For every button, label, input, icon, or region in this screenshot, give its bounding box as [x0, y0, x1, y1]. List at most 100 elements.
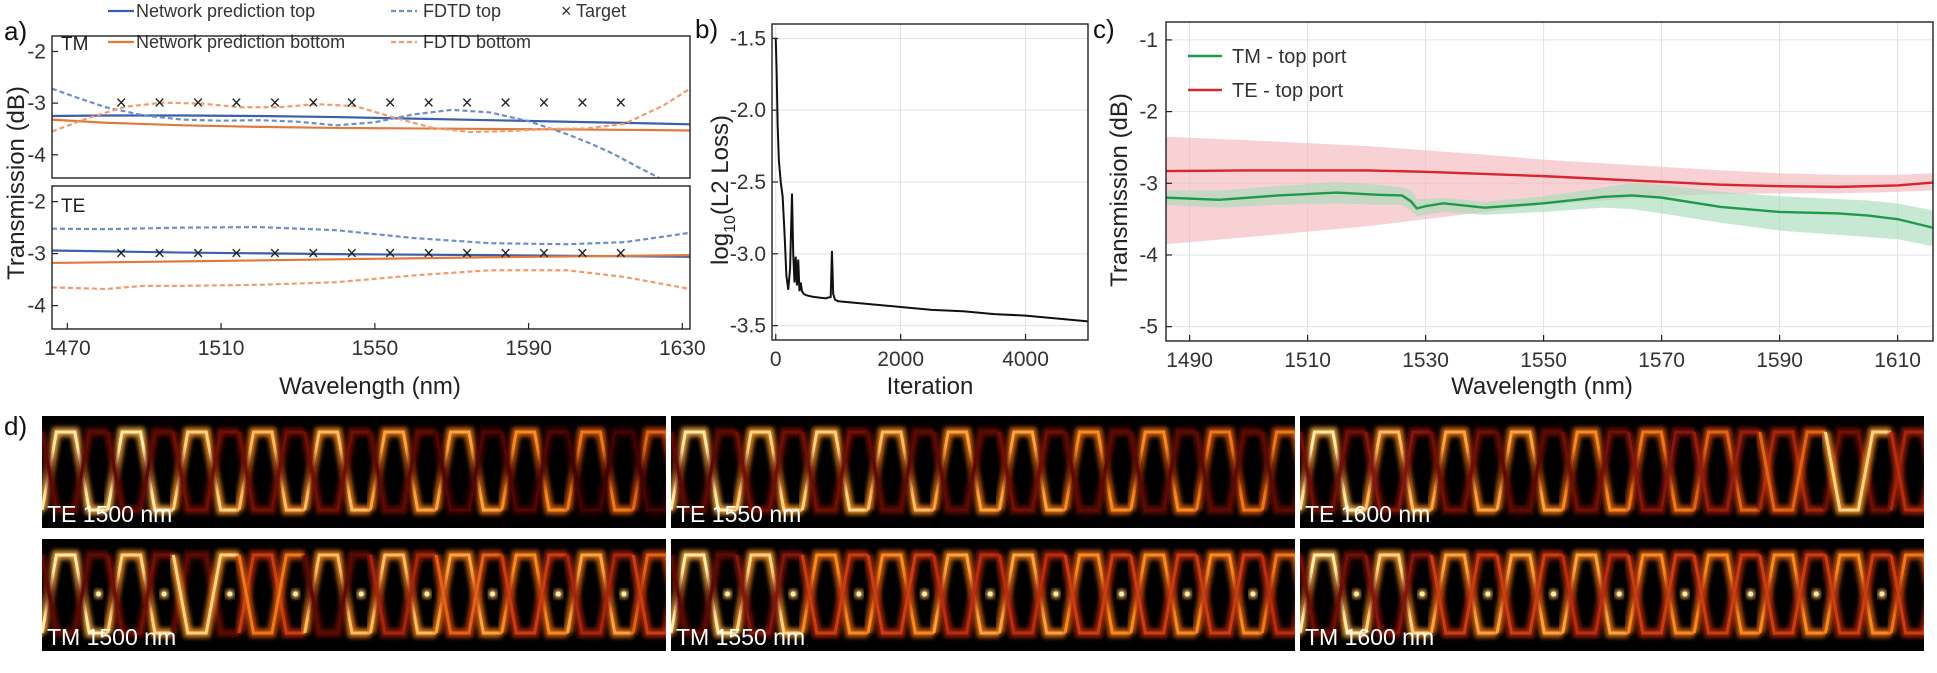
- field-map: TM 1550 nm: [671, 539, 1295, 651]
- chart-c-band-tm---top-port: [1166, 181, 1933, 247]
- waveguide-bottom: [171, 430, 240, 512]
- waveguide-top: [434, 553, 502, 635]
- coupling-hotspot-core: [95, 591, 101, 597]
- chart-a-te-target-marker: ×: [577, 244, 588, 265]
- field-map: TE 1550 nm: [671, 416, 1295, 528]
- coupling-hotspot-core: [987, 591, 993, 597]
- waveguide-bottom: [500, 430, 568, 512]
- waveguide-bottom: [1194, 430, 1263, 512]
- coupling-hotspot-core: [922, 591, 928, 597]
- waveguide-top-glow: [0, 555, 42, 633]
- chart-a-tm-target-marker: ×: [308, 93, 319, 114]
- waveguide-top: [1626, 430, 1695, 512]
- waveguide-top: [42, 430, 108, 512]
- waveguide-top: [434, 430, 502, 512]
- waveguide-bottom: [434, 553, 502, 635]
- chart-a-tm-target-marker: ×: [538, 93, 549, 114]
- chart-c-xtick-label: 1510: [1284, 349, 1331, 372]
- waveguide-top: [106, 553, 174, 635]
- waveguide-top: [368, 430, 437, 512]
- chart-b-xtick-label: 0: [770, 348, 782, 371]
- waveguide-top: [932, 430, 1000, 512]
- panel-label-a: a): [4, 16, 27, 46]
- waveguide-top: [1561, 430, 1629, 512]
- chart-a-tm-series-network-prediction-bottom: [52, 118, 690, 132]
- chart-b-ytick-label: -2.5: [730, 171, 766, 194]
- waveguide-bottom: [1692, 430, 1760, 512]
- waveguide-top: [1300, 553, 1366, 635]
- waveguide-top: [1063, 430, 1131, 512]
- chart-c-ytick-label: -4: [1139, 244, 1158, 267]
- waveguide-bottom: [1429, 553, 1498, 635]
- waveguide-top: [565, 430, 634, 512]
- chart-b-ylabel-rest: (L2 Loss): [707, 115, 734, 215]
- waveguide-bottom: [631, 431, 666, 512]
- chart-a-te-series-network-prediction-bottom: [52, 254, 690, 265]
- chart-a-tm-target-marker: ×: [231, 93, 242, 114]
- chart-b-ytick-label: -3.0: [730, 243, 766, 266]
- waveguide-bottom: [1495, 430, 1563, 512]
- waveguide-bottom: [500, 553, 568, 635]
- coupling-hotspot-core: [856, 591, 862, 597]
- waveguide-bottom: [671, 430, 737, 512]
- field-map: TE 1500 nm: [0, 416, 666, 528]
- legend-fdtd-top-label: FDTD top: [423, 1, 501, 21]
- chart-a-tm-target-marker: ×: [577, 93, 588, 114]
- waveguide-bottom: [106, 430, 174, 512]
- waveguide-top: [1194, 430, 1263, 512]
- waveguide-bottom-glow: [0, 555, 42, 633]
- legend-tm-top-port-label: TM - top port: [1232, 46, 1347, 68]
- legend-net-top-label: Network prediction top: [136, 1, 315, 21]
- waveguide-top: [1129, 553, 1197, 635]
- waveguide-bottom: [106, 553, 174, 635]
- waveguide-bottom: [1823, 553, 1892, 635]
- waveguide-bottom-glow: [0, 432, 42, 510]
- field-map-label: TE 1550 nm: [676, 501, 801, 527]
- waveguide-bottom: [997, 430, 1066, 512]
- chart-a-te-ytick-label: -3: [27, 243, 46, 266]
- waveguide-bottom: [1758, 553, 1826, 635]
- waveguide-bottom: [1626, 553, 1695, 635]
- chart-a-tm: × × × × × × × × × × × × × × -2 -3 -4 TM: [27, 34, 691, 179]
- coupling-hotspot-core: [1119, 591, 1125, 597]
- chart-a-te-series-fdtd-top: [52, 225, 690, 246]
- waveguide-top: [1495, 553, 1563, 635]
- chart-c-xtick-label: 1610: [1874, 349, 1921, 372]
- waveguide-bottom: [671, 553, 737, 635]
- coupling-hotspot-core: [724, 591, 730, 597]
- chart-b-ytick-label: -3.5: [730, 315, 766, 338]
- chart-a-te-frame: [51, 185, 691, 330]
- coupling-hotspot-core: [1250, 591, 1256, 597]
- waveguide-bottom: [1129, 553, 1197, 635]
- waveguide-bottom: [631, 554, 666, 635]
- waveguide-bottom: [1758, 430, 1826, 512]
- legend-c: TM - top port TE - top port: [1188, 46, 1347, 102]
- waveguide-top: [866, 430, 934, 512]
- waveguide-bottom: [237, 430, 305, 512]
- waveguide-top: [800, 430, 869, 512]
- chart-a-te-target-marker: ×: [423, 244, 434, 265]
- waveguide-bottom: [1300, 430, 1366, 512]
- chart-a-te-xtick-label: 1510: [198, 337, 245, 360]
- waveguide-bottom: [800, 553, 869, 635]
- chart-b: 0 2000 4000 -1.5 -2.0 -2.5 -3.0 -3.5: [730, 23, 1089, 371]
- coupling-hotspot-core: [1053, 591, 1059, 597]
- waveguide-bottom: [1561, 430, 1629, 512]
- chart-c-ytick-label: -2: [1139, 101, 1158, 124]
- waveguide-top: [1364, 430, 1432, 512]
- legend-target-marker: ×: [561, 1, 572, 21]
- field-map-label: TE 1600 nm: [1305, 501, 1430, 527]
- panel-label-b: b): [695, 14, 718, 44]
- waveguide-bottom: [1495, 553, 1563, 635]
- legend-te-top-port-label: TE - top port: [1232, 80, 1344, 102]
- chart-c-ytick-label: -1: [1139, 29, 1158, 52]
- legend-net-bottom-label: Network prediction bottom: [136, 32, 345, 52]
- waveguide-bottom: [303, 430, 371, 512]
- waveguide-bottom: [237, 553, 305, 635]
- chart-c-frame: [1165, 21, 1934, 342]
- coupling-hotspot-core: [1682, 591, 1688, 597]
- chart-b-ylabel-sub: 10: [722, 215, 739, 233]
- chart-c-xtick-label: 1550: [1520, 349, 1567, 372]
- waveguide-top: [237, 430, 305, 512]
- coupling-hotspot-core: [621, 591, 627, 597]
